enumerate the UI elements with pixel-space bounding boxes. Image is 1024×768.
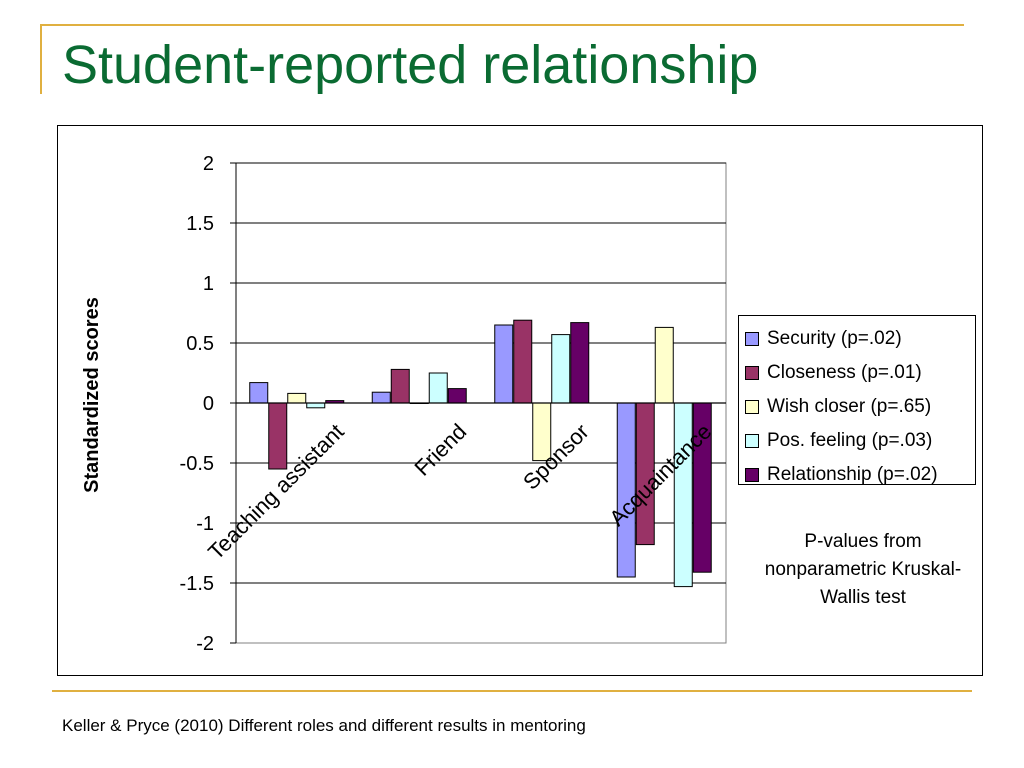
bar-3-2 bbox=[654, 326, 674, 404]
legend-label: Relationship (p=.02) bbox=[767, 464, 938, 485]
legend-swatch bbox=[745, 400, 759, 414]
y-tick-label: -1 bbox=[196, 513, 214, 535]
bar-chart: 2 1.5 1 0.5 0 -0.5 -1 -1.5 -2 Standardized scores… bbox=[81, 153, 727, 655]
legend-item: Security (p=.02) bbox=[745, 322, 975, 356]
y-axis-title: Standardized scores bbox=[81, 297, 103, 493]
category-label: Sponsor bbox=[518, 419, 594, 495]
left-accent-line bbox=[40, 24, 42, 94]
y-tick-label: -2 bbox=[196, 633, 214, 655]
bar-1-4 bbox=[447, 388, 467, 404]
y-tick-label: -0.5 bbox=[180, 453, 214, 475]
bar-0-1 bbox=[268, 402, 288, 470]
legend-label: Wish closer (p=.65) bbox=[767, 396, 932, 417]
bar-2-4 bbox=[570, 322, 590, 404]
legend-item: Wish closer (p=.65) bbox=[745, 390, 975, 424]
chart-frame: 2 1.5 1 0.5 0 -0.5 -1 -1.5 -2 Standardized scores… bbox=[57, 125, 983, 676]
legend-swatch bbox=[745, 468, 759, 482]
bar-2-3 bbox=[551, 334, 571, 404]
slide-title: Student-reported relationship bbox=[62, 35, 759, 95]
legend-item: Pos. feeling (p=.03) bbox=[745, 424, 975, 458]
y-tick-label: 0 bbox=[203, 393, 214, 415]
bar-2-1 bbox=[513, 319, 533, 404]
bar-2-0 bbox=[494, 324, 514, 404]
top-accent-line bbox=[40, 24, 964, 26]
bar-1-0 bbox=[371, 391, 391, 404]
bar-1-3 bbox=[428, 372, 448, 404]
citation-footer: Keller & Pryce (2010) Different roles an… bbox=[62, 716, 586, 735]
legend-swatch bbox=[745, 366, 759, 380]
bar-0-2 bbox=[287, 392, 307, 404]
legend-swatch bbox=[745, 332, 759, 346]
p-value-note: P-values from nonparametric Kruskal-Wall… bbox=[764, 531, 962, 608]
category-label: Friend bbox=[410, 419, 472, 481]
y-tick-label: 0.5 bbox=[186, 333, 214, 355]
y-tick-label: -1.5 bbox=[180, 573, 214, 595]
y-tick-label: 2 bbox=[203, 153, 214, 175]
legend-item: Closeness (p=.01) bbox=[745, 356, 975, 390]
bar-1-1 bbox=[390, 368, 410, 404]
bar-0-3 bbox=[306, 402, 326, 409]
y-tick-label: 1 bbox=[203, 273, 214, 295]
legend-label: Closeness (p=.01) bbox=[767, 362, 922, 383]
chart-legend: Security (p=.02) Closeness (p=.01) Wish cl… bbox=[738, 315, 976, 485]
bar-0-0 bbox=[249, 382, 269, 404]
y-tick-label: 1.5 bbox=[186, 213, 214, 235]
legend-label: Pos. feeling (p=.03) bbox=[767, 430, 933, 451]
bottom-accent-line bbox=[52, 690, 972, 692]
legend-label: Security (p=.02) bbox=[767, 328, 902, 349]
legend-swatch bbox=[745, 434, 759, 448]
legend-item: Relationship (p=.02) bbox=[745, 458, 975, 492]
